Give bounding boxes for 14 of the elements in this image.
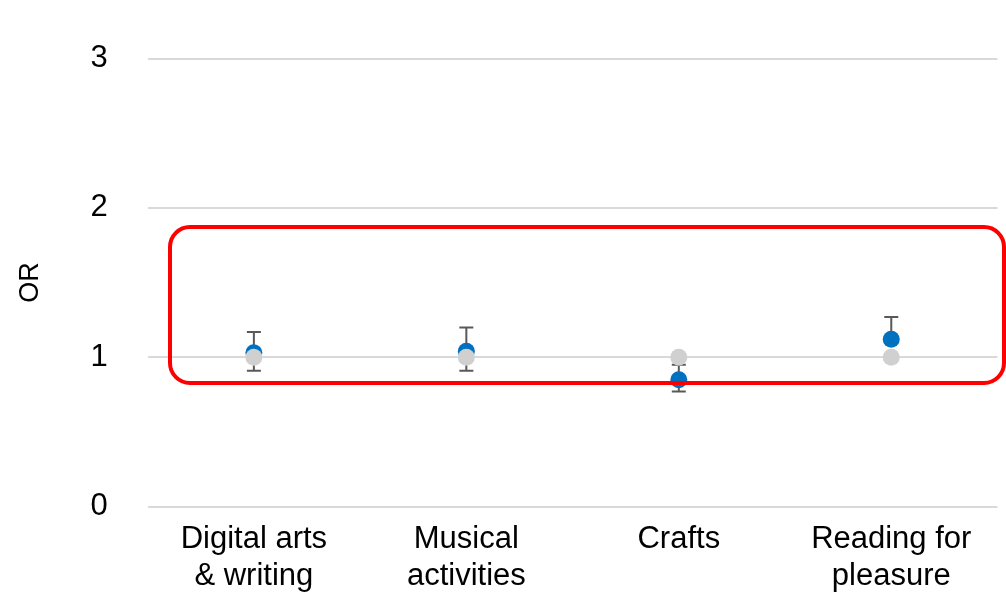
point <box>670 348 688 366</box>
x-tick-label: Crafts <box>637 519 721 555</box>
point <box>882 348 900 366</box>
point <box>882 330 900 348</box>
x-tick-label: Reading for pleasure <box>811 519 972 592</box>
x-tick-label: Digital arts & writing <box>180 519 328 592</box>
point <box>457 348 475 366</box>
x-tick-label: Musical activities <box>406 519 526 592</box>
y-axis-title: OR <box>13 262 44 303</box>
y-tick-label: 3 <box>90 39 108 75</box>
y-tick-label: 1 <box>90 337 108 373</box>
point <box>245 348 263 366</box>
y-tick-label: 0 <box>90 487 108 523</box>
y-tick-label: 2 <box>90 188 108 224</box>
